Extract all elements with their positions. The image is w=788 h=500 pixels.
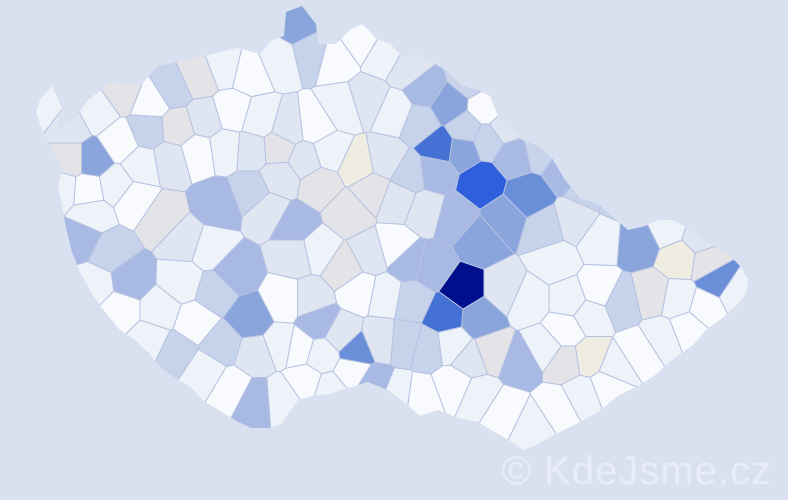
map-region[interactable] [209,128,241,178]
map-region[interactable] [374,222,421,269]
map-region[interactable] [548,274,587,317]
map-region[interactable] [338,329,376,365]
map-region[interactable] [305,337,341,374]
map-region[interactable] [236,130,267,172]
map-region[interactable] [347,172,391,219]
